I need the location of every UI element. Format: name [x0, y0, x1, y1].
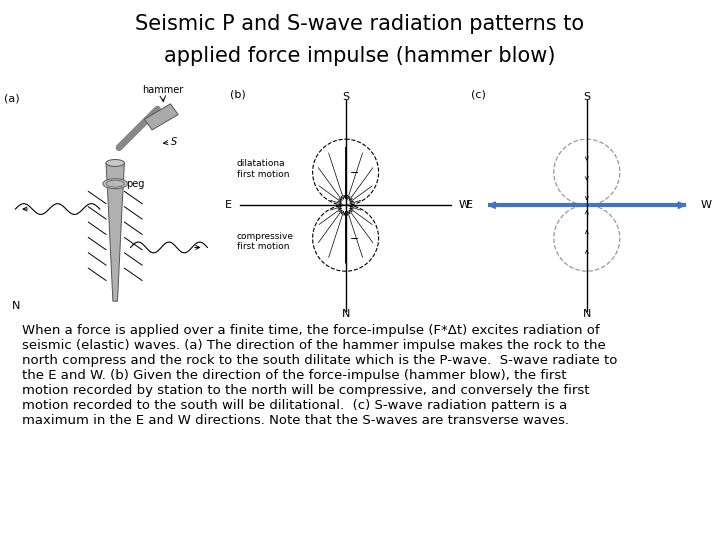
Text: N: N [582, 309, 591, 319]
Ellipse shape [103, 179, 127, 188]
Text: −: − [350, 167, 359, 178]
Text: Seismic P and S-wave radiation patterns to: Seismic P and S-wave radiation patterns … [135, 14, 585, 33]
Text: (a): (a) [4, 94, 19, 104]
Text: applied force impulse (hammer blow): applied force impulse (hammer blow) [164, 46, 556, 66]
Text: S: S [583, 92, 590, 102]
Text: dilatationa
first motion: dilatationa first motion [237, 159, 289, 179]
Polygon shape [145, 104, 178, 130]
Text: S: S [342, 92, 349, 102]
Text: When a force is applied over a finite time, the force-impulse (F*Δt) excites rad: When a force is applied over a finite ti… [22, 324, 617, 427]
Ellipse shape [106, 180, 125, 187]
Text: E: E [225, 200, 232, 210]
Text: S: S [171, 137, 176, 147]
Text: W: W [701, 200, 711, 210]
Text: hammer: hammer [142, 85, 184, 94]
Text: (b): (b) [230, 90, 246, 100]
Text: N: N [12, 301, 20, 311]
Ellipse shape [106, 159, 125, 166]
Text: E: E [467, 200, 473, 210]
Text: compressive
first motion: compressive first motion [237, 232, 294, 251]
Text: W: W [459, 200, 470, 210]
Polygon shape [106, 163, 125, 301]
Text: peg: peg [126, 179, 144, 188]
Text: −: − [350, 233, 359, 244]
Text: (c): (c) [472, 90, 486, 100]
Text: N: N [341, 309, 350, 319]
